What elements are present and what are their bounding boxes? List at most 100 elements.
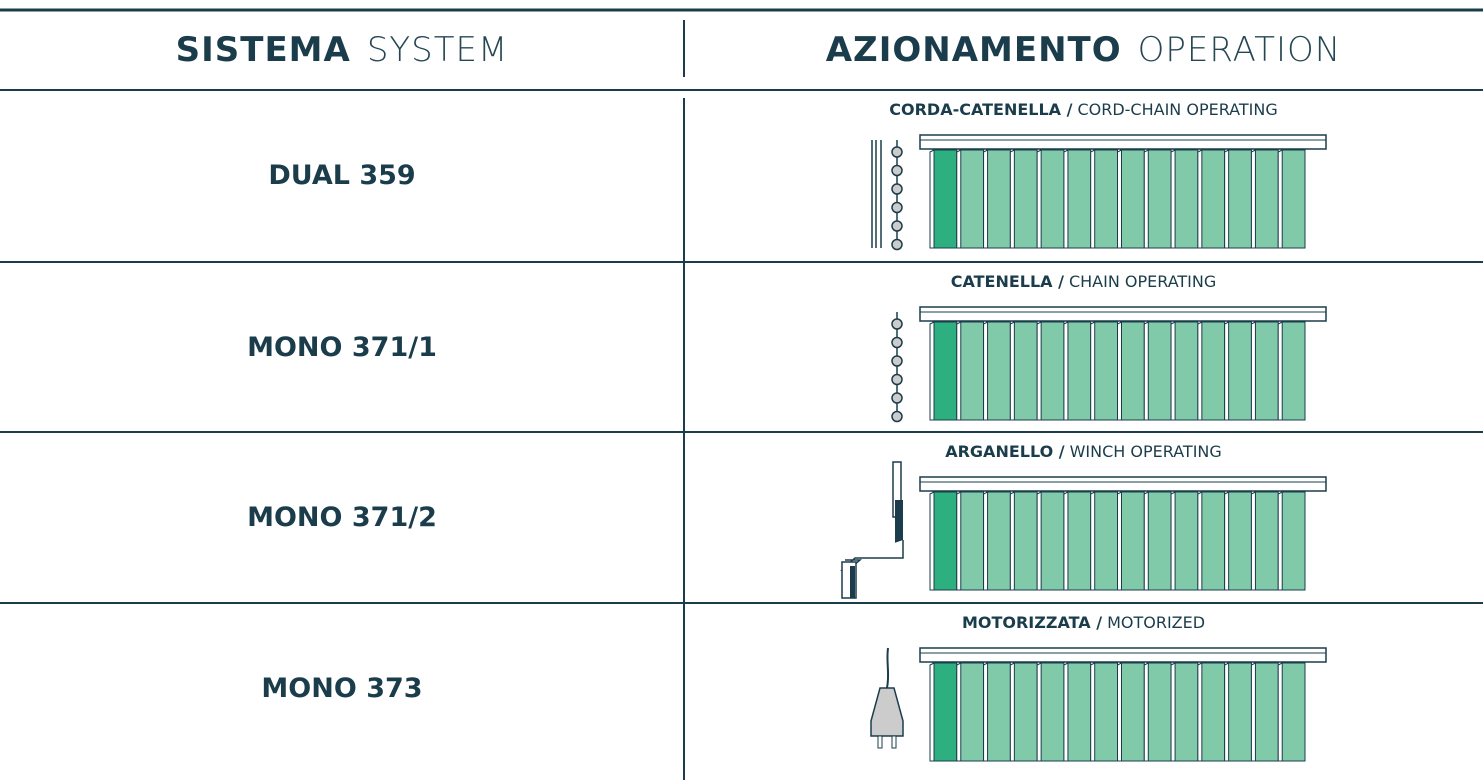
slat-edge: [1010, 322, 1014, 420]
system-name: MONO 371/2: [0, 502, 684, 533]
slat-edge: [957, 663, 961, 761]
slat-edge: [957, 322, 961, 420]
slat-edge: [1091, 322, 1095, 420]
slat-edge: [1064, 663, 1068, 761]
system-name: DUAL 359: [0, 160, 684, 191]
operation-label: MOTORIZZATA /MOTORIZED: [684, 613, 1483, 632]
operation-bold: MOTORIZZATA /: [962, 613, 1102, 632]
slat-edge: [984, 663, 988, 761]
slat-edge: [1010, 492, 1014, 590]
slat: [1147, 322, 1171, 420]
slat-edge: [1225, 150, 1229, 248]
slat-edge: [1171, 150, 1175, 248]
slat: [987, 492, 1011, 590]
header-light: SYSTEM: [367, 30, 509, 70]
slat-edge: [1251, 492, 1255, 590]
slat: [1228, 663, 1252, 761]
slat: [1040, 150, 1064, 248]
plug-pin: [892, 736, 896, 748]
slat-edge: [984, 322, 988, 420]
slat: [1254, 663, 1278, 761]
operation-label: CATENELLA / CHAIN OPERATING: [684, 272, 1483, 291]
slat: [987, 322, 1011, 420]
slat: [933, 150, 957, 248]
slat-edge: [1251, 150, 1255, 248]
slat: [1067, 150, 1091, 248]
slat: [987, 663, 1011, 761]
slat: [1228, 492, 1252, 590]
operation-light: CHAIN OPERATING: [1069, 272, 1216, 291]
winch-handle-grip: [850, 566, 855, 598]
slat-edge: [930, 150, 934, 248]
slat-edge: [1171, 322, 1175, 420]
system-name: MONO 373: [0, 673, 684, 704]
slat-edge: [1118, 150, 1122, 248]
slat-edge: [1278, 322, 1282, 420]
chain-bead: [892, 393, 902, 403]
slat-edge: [1198, 492, 1202, 590]
chain-bead: [892, 319, 902, 329]
slat: [1147, 492, 1171, 590]
slat: [960, 150, 984, 248]
slat-edge: [1144, 322, 1148, 420]
header-bold: SISTEMA: [176, 30, 351, 70]
page: SISTEMASYSTEM AZIONAMENTOOPERATION DUAL …: [0, 0, 1483, 783]
slat-edge: [1198, 150, 1202, 248]
slat: [1281, 150, 1305, 248]
slat: [1040, 492, 1064, 590]
operation-light: CORD-CHAIN OPERATING: [1077, 100, 1277, 119]
slat-edge: [1225, 663, 1229, 761]
slat: [1040, 322, 1064, 420]
plug-cable: [887, 648, 888, 688]
slat: [1013, 150, 1037, 248]
header-light: OPERATION: [1138, 30, 1342, 70]
slat: [1094, 492, 1118, 590]
slat-edge: [1118, 663, 1122, 761]
slat: [1201, 663, 1225, 761]
slat-edge: [984, 150, 988, 248]
slat-edge: [1144, 150, 1148, 248]
slat: [1147, 150, 1171, 248]
slat: [1013, 663, 1037, 761]
slat-edge: [1091, 150, 1095, 248]
chain-bead: [892, 338, 902, 348]
slat: [1067, 663, 1091, 761]
slat: [1040, 663, 1064, 761]
chain-bead: [892, 412, 902, 422]
slat-edge: [1225, 492, 1229, 590]
slat-edge: [1037, 663, 1041, 761]
slat: [1094, 150, 1118, 248]
slat: [1228, 322, 1252, 420]
slat: [1094, 322, 1118, 420]
slat: [1254, 322, 1278, 420]
slat-edge: [1118, 322, 1122, 420]
slat-edge: [1010, 663, 1014, 761]
slat-edge: [1010, 150, 1014, 248]
slat-edge: [1091, 492, 1095, 590]
slat-edge: [1144, 663, 1148, 761]
slat: [1121, 322, 1145, 420]
slat-edge: [1225, 322, 1229, 420]
chain-bead: [892, 166, 902, 176]
slat-edge: [1037, 492, 1041, 590]
slat-edge: [1064, 150, 1068, 248]
slat: [1228, 150, 1252, 248]
chain-bead: [892, 147, 902, 157]
slat: [1254, 150, 1278, 248]
slat: [1254, 492, 1278, 590]
slat: [960, 663, 984, 761]
slat-edge: [1144, 492, 1148, 590]
slat-edge: [1171, 492, 1175, 590]
slat-edge: [1171, 663, 1175, 761]
slat: [933, 322, 957, 420]
headrail: [920, 307, 1326, 321]
slat-edge: [1198, 322, 1202, 420]
chain-bead: [892, 356, 902, 366]
slat-edge: [1251, 322, 1255, 420]
operation-bold: CATENELLA /: [951, 272, 1064, 291]
slat: [1147, 663, 1171, 761]
chain-bead: [892, 184, 902, 194]
slat: [1281, 663, 1305, 761]
slat: [1121, 150, 1145, 248]
operation-label: CORDA-CATENELLA /CORD-CHAIN OPERATING: [684, 100, 1483, 119]
